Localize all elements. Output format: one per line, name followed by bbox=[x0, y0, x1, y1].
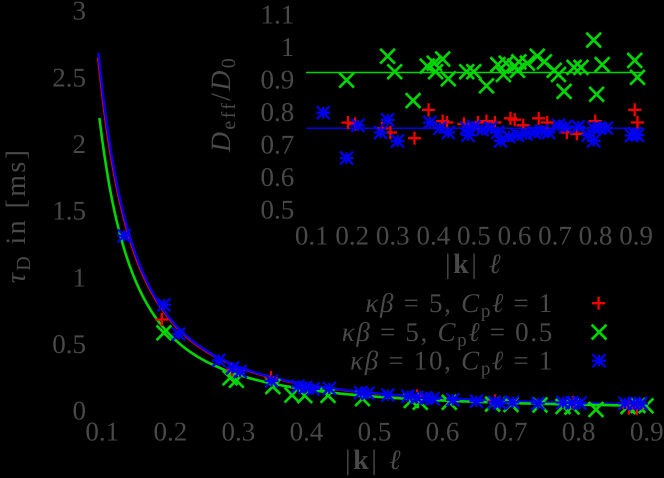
svg-text:0.9: 0.9 bbox=[261, 65, 295, 95]
svg-text:2: 2 bbox=[73, 129, 87, 159]
svg-text:0.3: 0.3 bbox=[222, 417, 256, 447]
svg-text:0.1: 0.1 bbox=[295, 221, 329, 251]
svg-text:0.1: 0.1 bbox=[85, 417, 119, 447]
svg-text:κβ = 5, Cpℓ = 1: κβ = 5, Cpℓ = 1 bbox=[365, 288, 554, 322]
svg-text:Deff/D0: Deff/D0 bbox=[206, 56, 240, 153]
svg-text:0.2: 0.2 bbox=[153, 417, 187, 447]
svg-text:0.3: 0.3 bbox=[376, 221, 410, 251]
svg-text:0.4: 0.4 bbox=[290, 417, 324, 447]
svg-text:0.7: 0.7 bbox=[261, 130, 295, 160]
svg-text:0.8: 0.8 bbox=[579, 221, 613, 251]
svg-text:κβ = 5, Cpℓ = 0.5: κβ = 5, Cpℓ = 0.5 bbox=[342, 317, 554, 351]
svg-text:0.4: 0.4 bbox=[416, 221, 450, 251]
svg-text:|k| ℓ: |k| ℓ bbox=[445, 249, 503, 280]
svg-text:1: 1 bbox=[281, 32, 295, 62]
svg-text:1: 1 bbox=[73, 262, 87, 292]
svg-text:0.6: 0.6 bbox=[261, 162, 295, 192]
svg-text:0.2: 0.2 bbox=[335, 221, 369, 251]
svg-text:0.9: 0.9 bbox=[619, 221, 653, 251]
svg-text:3: 3 bbox=[73, 0, 87, 26]
svg-text:0.5: 0.5 bbox=[457, 221, 491, 251]
svg-text:κβ = 10, Cpℓ = 1: κβ = 10, Cpℓ = 1 bbox=[350, 346, 554, 380]
svg-text:2.5: 2.5 bbox=[52, 62, 86, 92]
svg-text:0.5: 0.5 bbox=[261, 195, 295, 225]
svg-text:0.5: 0.5 bbox=[52, 329, 86, 359]
svg-text:0.5: 0.5 bbox=[358, 417, 392, 447]
svg-text:0.6: 0.6 bbox=[426, 417, 460, 447]
svg-text:1.5: 1.5 bbox=[52, 196, 86, 226]
svg-text:τD in [ms]: τD in [ms] bbox=[1, 148, 35, 284]
svg-text:0.8: 0.8 bbox=[562, 417, 596, 447]
svg-text:0.7: 0.7 bbox=[494, 417, 528, 447]
svg-text:0: 0 bbox=[73, 396, 87, 426]
svg-text:0.9: 0.9 bbox=[630, 417, 664, 447]
svg-text:0.8: 0.8 bbox=[261, 97, 295, 127]
svg-text:0.6: 0.6 bbox=[498, 221, 532, 251]
svg-text:1.1: 1.1 bbox=[261, 0, 295, 30]
svg-text:|k| ℓ: |k| ℓ bbox=[345, 445, 403, 476]
svg-text:0.7: 0.7 bbox=[538, 221, 572, 251]
